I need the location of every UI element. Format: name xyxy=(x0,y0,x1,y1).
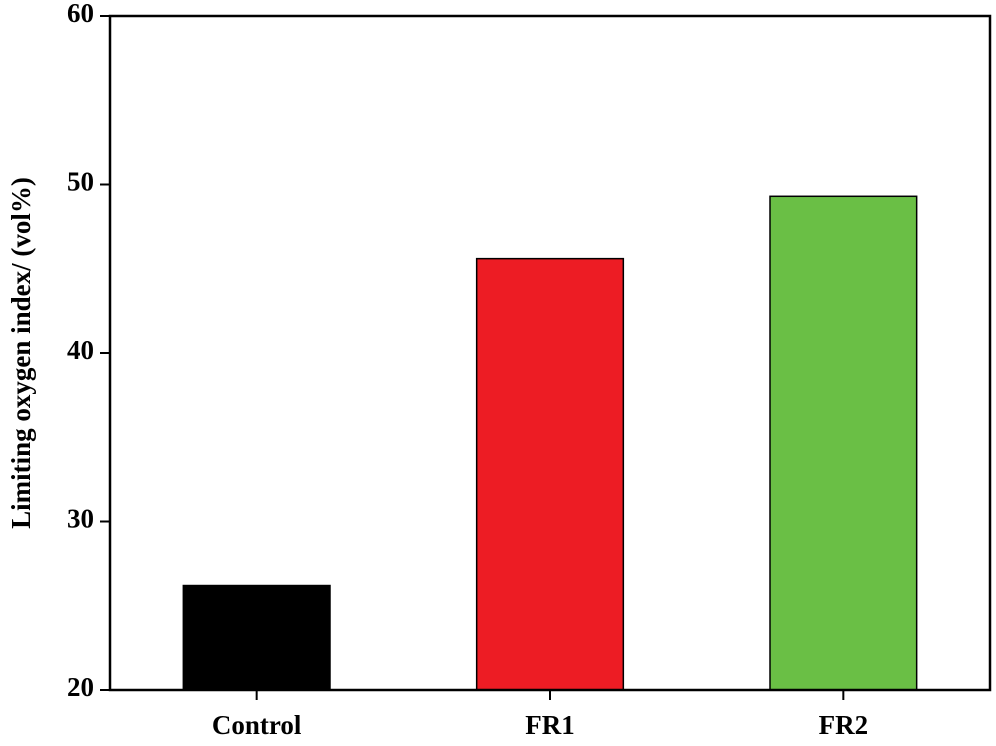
y-tick-label: 50 xyxy=(67,167,94,197)
x-tick-label: FR2 xyxy=(819,710,869,740)
y-tick-label: 30 xyxy=(67,504,94,534)
bar xyxy=(475,257,625,691)
x-tick-label: FR1 xyxy=(525,710,575,740)
y-axis-label: Limiting oxygen index/ (vol%) xyxy=(6,177,36,529)
bar xyxy=(769,195,918,691)
y-tick-label: 40 xyxy=(67,335,94,365)
y-tick-label: 60 xyxy=(67,0,94,28)
y-tick-label: 20 xyxy=(67,672,94,702)
x-tick-label: Control xyxy=(212,710,302,740)
bar xyxy=(182,584,331,691)
